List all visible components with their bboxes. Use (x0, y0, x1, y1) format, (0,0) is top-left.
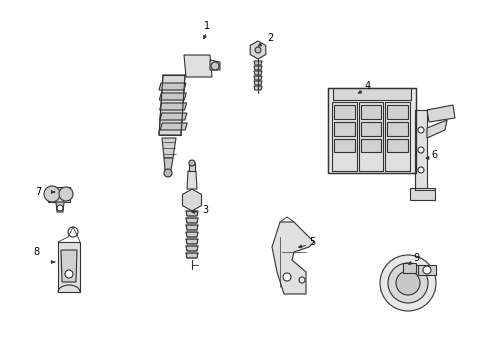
Polygon shape (418, 265, 436, 275)
Polygon shape (58, 242, 80, 292)
Text: 1: 1 (204, 21, 210, 31)
Polygon shape (159, 75, 185, 135)
Polygon shape (186, 253, 198, 258)
Circle shape (255, 47, 261, 53)
Polygon shape (387, 122, 408, 135)
Polygon shape (387, 139, 408, 152)
Polygon shape (186, 232, 198, 237)
Circle shape (65, 270, 73, 278)
Polygon shape (387, 105, 408, 119)
Polygon shape (361, 139, 381, 152)
Polygon shape (410, 188, 435, 200)
Polygon shape (254, 76, 262, 80)
Circle shape (380, 255, 436, 311)
Polygon shape (328, 88, 416, 173)
Circle shape (57, 205, 63, 211)
Polygon shape (427, 105, 455, 122)
Polygon shape (334, 122, 355, 135)
Polygon shape (254, 81, 262, 85)
Polygon shape (359, 102, 383, 171)
Circle shape (68, 227, 78, 237)
Polygon shape (403, 263, 416, 273)
Polygon shape (250, 41, 266, 59)
Polygon shape (254, 66, 262, 70)
Circle shape (189, 160, 195, 166)
Circle shape (283, 273, 291, 281)
Text: 5: 5 (309, 237, 315, 247)
Circle shape (299, 277, 305, 283)
Polygon shape (186, 246, 198, 251)
Polygon shape (160, 103, 187, 110)
Circle shape (418, 147, 424, 153)
Polygon shape (56, 202, 64, 212)
Polygon shape (182, 189, 201, 211)
Text: 8: 8 (33, 247, 39, 257)
Text: 4: 4 (365, 81, 371, 91)
Polygon shape (186, 225, 198, 230)
Polygon shape (334, 139, 355, 152)
Polygon shape (361, 105, 381, 119)
Polygon shape (272, 222, 314, 294)
Circle shape (418, 167, 424, 173)
Circle shape (211, 62, 219, 70)
Polygon shape (254, 86, 262, 90)
Polygon shape (254, 71, 262, 75)
Text: 9: 9 (413, 253, 419, 263)
Polygon shape (159, 93, 186, 100)
Polygon shape (159, 83, 186, 90)
Polygon shape (162, 138, 176, 158)
Circle shape (164, 169, 172, 177)
Polygon shape (61, 250, 77, 282)
Polygon shape (186, 218, 198, 223)
Polygon shape (160, 123, 187, 130)
Circle shape (388, 263, 428, 303)
Circle shape (423, 266, 431, 274)
Polygon shape (385, 102, 410, 171)
Polygon shape (332, 102, 357, 171)
Circle shape (418, 127, 424, 133)
Polygon shape (186, 239, 198, 244)
Polygon shape (160, 113, 187, 120)
Polygon shape (187, 171, 197, 189)
Polygon shape (164, 158, 173, 170)
Text: 3: 3 (202, 205, 208, 215)
Polygon shape (427, 120, 447, 138)
Polygon shape (333, 88, 411, 100)
Polygon shape (184, 55, 212, 77)
Polygon shape (48, 187, 70, 202)
Polygon shape (210, 60, 220, 70)
Polygon shape (189, 163, 195, 171)
Text: 2: 2 (267, 33, 273, 43)
Circle shape (44, 186, 60, 202)
Text: 7: 7 (35, 187, 41, 197)
Polygon shape (334, 105, 355, 119)
Circle shape (396, 271, 420, 295)
Polygon shape (415, 110, 427, 190)
Text: 6: 6 (431, 150, 437, 160)
Polygon shape (361, 122, 381, 135)
Polygon shape (186, 211, 198, 216)
Circle shape (59, 187, 73, 201)
Polygon shape (254, 61, 262, 65)
